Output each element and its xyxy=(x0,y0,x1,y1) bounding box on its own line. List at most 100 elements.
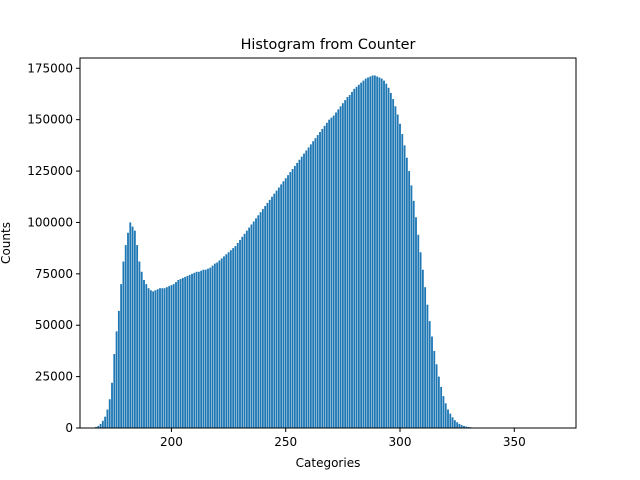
histogram-bar xyxy=(101,420,104,428)
bar-group xyxy=(92,75,504,429)
histogram-bar xyxy=(449,413,452,428)
histogram-bar xyxy=(255,218,257,428)
y-tick-label: 25000 xyxy=(35,370,73,384)
histogram-bar xyxy=(220,258,223,428)
histogram-bar xyxy=(225,254,228,428)
histogram-bar xyxy=(360,82,363,429)
histogram-bar xyxy=(335,112,337,428)
histogram-bar xyxy=(323,125,326,428)
histogram-bar xyxy=(136,245,139,428)
histogram-bar xyxy=(193,272,196,428)
histogram-bar xyxy=(433,350,436,428)
y-tick-label: 125000 xyxy=(27,164,73,178)
histogram-bar xyxy=(463,425,465,428)
histogram-bar xyxy=(234,246,237,428)
histogram-bar xyxy=(440,386,443,428)
histogram-bar xyxy=(373,75,376,428)
histogram-bar xyxy=(403,145,406,429)
histogram-bar xyxy=(319,132,321,428)
histogram-bar xyxy=(216,262,219,428)
histogram-bar xyxy=(129,222,132,428)
x-tick-label: 300 xyxy=(389,435,412,449)
histogram-bar xyxy=(383,80,385,429)
histogram-bar xyxy=(131,226,134,428)
histogram-bar xyxy=(227,252,230,428)
histogram-bar xyxy=(277,187,280,428)
histogram-bar xyxy=(437,376,440,428)
histogram-bar xyxy=(152,291,155,428)
histogram-bar xyxy=(312,141,315,428)
histogram-bar xyxy=(140,271,143,428)
histogram-bar xyxy=(451,417,454,428)
histogram-bar xyxy=(271,196,273,428)
histogram-bar xyxy=(426,304,429,428)
histogram-bar xyxy=(268,199,271,428)
y-tick-label: 150000 xyxy=(27,113,73,127)
histogram-bar xyxy=(289,172,292,428)
histogram-bar xyxy=(154,290,157,428)
histogram-bar xyxy=(108,399,111,428)
histogram-bar xyxy=(186,275,189,428)
x-axis: 200 250 300 350 xyxy=(160,428,526,449)
histogram-bar xyxy=(275,190,278,428)
histogram-bar xyxy=(298,159,301,428)
histogram-bar xyxy=(213,263,216,428)
histogram-bar xyxy=(188,274,191,428)
histogram-bar xyxy=(195,271,198,428)
histogram-bar xyxy=(344,100,347,428)
y-axis-title: Counts xyxy=(0,222,13,264)
histogram-bar xyxy=(250,224,253,428)
histogram-bar xyxy=(266,202,269,428)
histogram-bar xyxy=(419,252,422,428)
histogram-bar xyxy=(257,215,260,428)
histogram-bar xyxy=(229,250,232,428)
histogram-bar xyxy=(106,409,109,428)
histogram-bar xyxy=(442,396,445,428)
histogram-bar xyxy=(236,243,239,428)
histogram-bar xyxy=(133,230,136,428)
histogram-bar xyxy=(218,260,221,428)
histogram-bar xyxy=(245,230,248,428)
histogram-bar xyxy=(261,209,264,428)
histogram-bar xyxy=(248,227,251,428)
histogram-bar xyxy=(307,147,310,429)
histogram-bar xyxy=(241,236,244,428)
histogram-bar xyxy=(401,134,404,428)
histogram-bar xyxy=(325,122,328,428)
histogram-bar xyxy=(223,256,225,428)
histogram-bar xyxy=(97,425,100,428)
histogram-bar xyxy=(170,285,173,428)
histogram-bar xyxy=(200,270,203,428)
histogram-bar xyxy=(179,278,182,428)
histogram-bar xyxy=(415,217,417,428)
histogram-bar xyxy=(385,83,388,428)
y-tick-label: 0 xyxy=(65,421,73,435)
chart-title: Histogram from Counter xyxy=(241,37,416,53)
histogram-bar xyxy=(321,128,324,429)
histogram-bar xyxy=(104,416,107,428)
histogram-bar xyxy=(184,276,187,428)
histogram-bar xyxy=(156,289,159,428)
histogram-bar xyxy=(392,99,395,429)
histogram-bar xyxy=(408,171,411,428)
histogram-bar xyxy=(332,115,335,428)
histogram-bar xyxy=(447,409,449,428)
histogram-bar xyxy=(124,245,127,428)
histogram-bar xyxy=(211,265,214,428)
histogram-bar xyxy=(337,109,340,428)
histogram-bar xyxy=(99,423,102,428)
histogram-bar xyxy=(460,425,463,428)
histogram-bar xyxy=(305,150,308,428)
histogram-bar xyxy=(232,248,235,428)
histogram-bar xyxy=(355,86,358,428)
histogram-bar xyxy=(165,287,168,428)
histogram-bar xyxy=(371,75,374,428)
y-tick-label: 75000 xyxy=(35,267,73,281)
histogram-bar xyxy=(239,239,241,428)
histogram-bar xyxy=(328,119,331,429)
histogram-bar xyxy=(412,200,415,428)
histogram-bar xyxy=(181,277,184,428)
histogram-bar xyxy=(309,144,312,428)
